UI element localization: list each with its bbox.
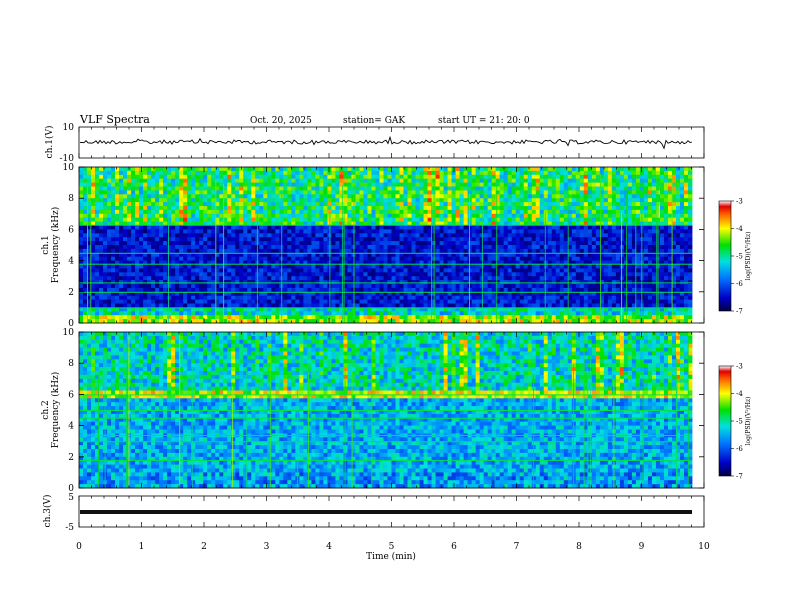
ch1-colorbar-label: log(PSD)(V²/Hz)	[745, 232, 752, 281]
ch1-waveform-line	[79, 135, 693, 150]
ch2-colorbar-tick--4: -4	[736, 390, 743, 398]
time-tick-7: 7	[514, 542, 520, 552]
figure-title: VLF Spectra	[79, 113, 150, 126]
ch1-spec-ytick-0: 0	[68, 319, 74, 329]
time-tick-1: 1	[139, 542, 145, 552]
ch2-spec-ylabel-2: Frequency (kHz)	[50, 372, 61, 449]
ch2-spectrogram-panel: 0 2 4 6 8 10 ch.2 Frequency (kHz)	[41, 328, 705, 494]
ch2-spec-ytick-10: 10	[63, 328, 75, 338]
ch2-spec-ylabel-1: ch.2	[41, 400, 51, 419]
ch1-spectrogram-panel: 0 2 4 6 8 10 ch.1 Frequency (kHz)	[41, 163, 705, 329]
time-tick-10: 10	[698, 542, 710, 552]
ch2-spec-ytick-6: 6	[68, 390, 74, 400]
time-tick-6: 6	[451, 542, 457, 552]
ch1-spec-ytick-2: 2	[68, 288, 74, 298]
start-time-label: start UT = 21: 20: 0	[438, 116, 530, 126]
ch2-spec-ytick-4: 4	[68, 422, 74, 432]
time-tick-4: 4	[326, 542, 332, 552]
ch2-colorbar-label: log(PSD)(V²/Hz)	[745, 397, 752, 446]
ch2-colorbar-tick--3: -3	[736, 363, 743, 371]
ch1-spec-ytick-6: 6	[68, 225, 74, 235]
ch1-ylabel: ch.1(V)	[44, 126, 55, 159]
ch1-spec-ytick-10: 10	[63, 163, 75, 173]
time-tick-9: 9	[639, 542, 645, 552]
time-tick-8: 8	[576, 542, 582, 552]
date-label: Oct. 20, 2025	[250, 116, 312, 126]
ch2-spec-ytick-0: 0	[68, 484, 74, 494]
ch1-ytick-bottom: -10	[60, 154, 75, 164]
time-axis: 0 1 2 3 4 5 6 7 8 9 10	[76, 127, 710, 552]
ch1-spec-ytick-4: 4	[68, 257, 74, 267]
ch1-spec-ylabel-2: Frequency (kHz)	[50, 207, 61, 284]
time-tick-2: 2	[201, 542, 207, 552]
ch2-colorbar-tick--5: -5	[736, 418, 743, 426]
ch2-spectrogram-image	[79, 332, 693, 489]
ch1-colorbar-tick--4: -4	[736, 225, 743, 233]
ch1-colorbar-tick--6: -6	[736, 280, 743, 288]
ch2-colorbar-tick--7: -7	[736, 473, 743, 481]
ch1-ytick-top: 10	[63, 123, 75, 133]
ch1-colorbar-tick--3: -3	[736, 198, 743, 206]
ch1-colorbar-gradient	[718, 200, 732, 312]
ch3-waveform-trace	[80, 510, 692, 514]
time-axis-label: Time (min)	[366, 551, 416, 562]
time-tick-0: 0	[76, 542, 82, 552]
ch1-waveform-panel: 10 -10 ch.1(V)	[44, 123, 705, 164]
ch2-colorbar-tick--6: -6	[736, 445, 743, 453]
time-tick-3: 3	[264, 542, 270, 552]
ch2-colorbar: -3 -4 -5 -6 -7 log(PSD)(V²/Hz)	[718, 363, 752, 481]
ch3-ytick-bottom: -5	[65, 523, 74, 533]
ch1-spec-ytick-8: 8	[68, 194, 74, 204]
time-tick-5: 5	[389, 542, 395, 552]
ch3-ylabel: ch.3(V)	[42, 495, 53, 528]
ch2-spec-ytick-2: 2	[68, 453, 74, 463]
ch2-colorbar-gradient	[718, 365, 732, 477]
ch2-spec-ytick-8: 8	[68, 359, 74, 369]
station-label: station= GAK	[343, 116, 405, 126]
ch1-colorbar-tick--7: -7	[736, 308, 743, 316]
ch1-colorbar: -3 -4 -5 -6 -7 log(PSD)(V²/Hz)	[718, 198, 752, 316]
ch1-spec-ylabel-1: ch.1	[41, 235, 51, 254]
ch1-colorbar-tick--5: -5	[736, 253, 743, 261]
ch3-ytick-top: 5	[68, 493, 74, 503]
ch1-spectrogram-image	[79, 167, 693, 324]
